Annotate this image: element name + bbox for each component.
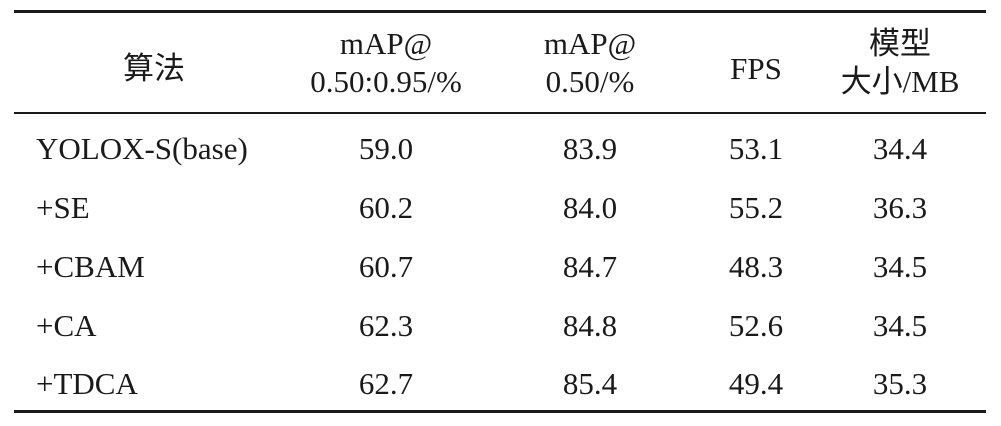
header-model-size-line2: 大小/MB	[840, 64, 960, 99]
header-map-50-line2: 0.50/%	[545, 64, 635, 99]
row-4-fps: 52.6	[728, 308, 784, 343]
row-1-map-50-95: 59.0	[358, 131, 414, 166]
row-1-map-50: 83.9	[562, 131, 618, 166]
row-3-algorithm: +CBAM	[36, 249, 145, 284]
row-3-model-size: 34.5	[872, 249, 928, 284]
header-rule	[14, 112, 986, 114]
header-algorithm-text: 算法	[123, 51, 185, 86]
header-map-50-95-line1: mAP@	[339, 26, 433, 61]
header-map-50: mAP@ 0.50/%	[544, 25, 636, 101]
row-1-fps: 53.1	[728, 131, 784, 166]
header-algorithm: 算法	[123, 50, 185, 88]
header-fps-text: FPS	[730, 51, 782, 86]
row-5-model-size: 35.3	[872, 366, 928, 401]
row-5-algorithm: +TDCA	[36, 366, 138, 401]
header-model-size: 模型 大小/MB	[841, 25, 960, 101]
row-4-map-50-95: 62.3	[358, 308, 414, 343]
row-2-fps: 55.2	[728, 190, 784, 225]
header-fps: FPS	[730, 50, 782, 88]
header-map-50-95-line2: 0.50:0.95/%	[310, 64, 462, 99]
row-5-map-50-95: 62.7	[358, 366, 414, 401]
row-3-map-50-95: 60.7	[358, 249, 414, 284]
row-3-fps: 48.3	[728, 249, 784, 284]
bottom-rule	[14, 410, 986, 413]
row-4-map-50: 84.8	[562, 308, 618, 343]
row-2-algorithm: +SE	[36, 190, 90, 225]
header-map-50-95: mAP@ 0.50:0.95/%	[310, 25, 462, 101]
row-2-map-50: 84.0	[562, 190, 618, 225]
row-2-map-50-95: 60.2	[358, 190, 414, 225]
row-5-fps: 49.4	[728, 366, 784, 401]
row-4-algorithm: +CA	[36, 308, 97, 343]
header-model-size-line1: 模型	[868, 26, 931, 61]
row-4-model-size: 34.5	[872, 308, 928, 343]
row-1-model-size: 34.4	[872, 131, 928, 166]
row-1-algorithm: YOLOX-S(base)	[36, 131, 248, 166]
row-5-map-50: 85.4	[562, 366, 618, 401]
row-2-model-size: 36.3	[872, 190, 928, 225]
header-map-50-line1: mAP@	[543, 26, 637, 61]
top-rule	[14, 10, 986, 13]
row-3-map-50: 84.7	[562, 249, 618, 284]
